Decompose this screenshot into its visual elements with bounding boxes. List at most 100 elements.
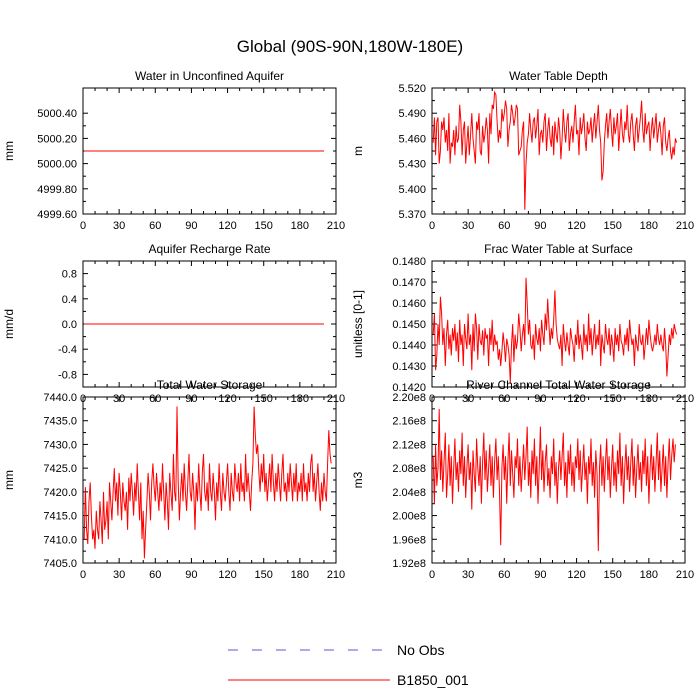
x-tick-label: 150 [604,220,622,232]
y-tick-label: 0.1470 [392,277,426,289]
x-tick-label: 120 [567,569,585,581]
plot-frame [431,260,686,388]
chart-title: Aquifer Recharge Rate [148,242,270,256]
chart-panel: Frac Water Table at Surface unitless [0-1… [351,242,694,405]
chart-panel: Water Table Depth m 0 30 60 90 120 150 180 210 5.3… [351,69,694,232]
x-tick-label: 60 [149,220,161,232]
y-axis-label: mm [2,141,16,161]
x-tick-label: 30 [113,220,125,232]
legend-obs-label: No Obs [397,642,444,658]
x-tick-label: 60 [498,220,510,232]
x-tick-label: 60 [149,569,161,581]
x-tick-label: 30 [462,569,474,581]
x-tick-label: 180 [640,569,658,581]
chart-title: Water in Unconfined Aquifer [135,69,284,83]
x-tick-label: 180 [291,569,309,581]
chart-panel: Water in Unconfined Aquifer mm 0 30 60 90 120 1… [2,69,345,232]
x-tick-label: 30 [462,220,474,232]
x-tick-label: 210 [327,569,345,581]
y-axis-label: unitless [0-1] [351,290,365,358]
y-tick-label: 7430.0 [43,439,77,451]
y-tick-label: 0.8 [62,269,77,281]
y-tick-label: 0.1480 [392,256,426,268]
y-tick-label: 2.00e8 [392,511,426,523]
x-tick-label: 90 [534,569,546,581]
x-tick-label: 60 [498,569,510,581]
y-tick-label: 0.0 [62,319,77,331]
figure-title: Global (90S-90N,180W-180E) [237,37,463,56]
y-tick-label: 0.1430 [392,361,426,373]
y-tick-label: 2.04e8 [392,487,426,499]
y-tick-label: 7415.0 [43,511,77,523]
y-tick-label: -0.8 [58,369,77,381]
x-tick-label: 210 [327,220,345,232]
chart-panel: River Channel Total Water Storage m3 0 30 60… [351,378,694,581]
chart-title: Water Table Depth [509,69,608,83]
y-tick-label: 1.96e8 [392,534,426,546]
x-tick-label: 90 [534,220,546,232]
legend-model-label: B1850_001 [397,672,469,688]
x-tick-label: 180 [640,220,658,232]
chart-panel: Total Water Storage mm 0 30 60 90 120 150 180 210… [2,378,345,581]
y-tick-label: 0.1450 [392,319,426,331]
chart-title: Frac Water Table at Surface [484,242,633,256]
y-tick-label: 2.16e8 [392,416,426,428]
y-tick-label: 2.12e8 [392,439,426,451]
y-tick-label: 7405.0 [43,558,77,570]
y-tick-label: -0.4 [58,344,77,356]
y-tick-label: 0.4 [62,294,77,306]
y-tick-label: 5.490 [398,108,426,120]
x-tick-label: 0 [80,569,86,581]
y-tick-label: 5000.20 [37,133,77,145]
series-line [83,406,332,559]
y-tick-label: 5000.40 [37,108,77,120]
x-tick-label: 90 [185,220,197,232]
x-tick-label: 210 [676,569,694,581]
x-tick-label: 0 [429,569,435,581]
x-tick-label: 0 [80,220,86,232]
y-tick-label: 7440.0 [43,392,77,404]
x-tick-label: 120 [567,220,585,232]
x-tick-label: 180 [291,220,309,232]
x-tick-label: 210 [676,220,694,232]
series-line [432,277,678,383]
y-tick-label: 7410.0 [43,534,77,546]
x-tick-label: 90 [185,569,197,581]
y-axis-label: mm/d [2,309,16,339]
y-tick-label: 0.1460 [392,298,426,310]
y-tick-label: 2.20e8 [392,392,426,404]
y-tick-label: 2.08e8 [392,463,426,475]
y-tick-label: 4999.60 [37,209,77,221]
y-tick-label: 5.400 [398,184,426,196]
y-tick-label: 4999.80 [37,184,77,196]
x-tick-label: 0 [429,220,435,232]
x-tick-label: 120 [218,569,236,581]
y-tick-label: 1.92e8 [392,558,426,570]
legend: No Obs B1850_001 [228,642,469,688]
chart-title: River Channel Total Water Storage [466,378,651,392]
y-tick-label: 0.1440 [392,340,426,352]
y-tick-label: 5000.00 [37,159,77,171]
y-axis-label: m [351,146,365,156]
y-tick-label: 7435.0 [43,416,77,428]
y-axis-label: m3 [351,471,365,488]
chart-title: Total Water Storage [157,378,263,392]
y-tick-label: 5.430 [398,159,426,171]
y-tick-label: 5.460 [398,133,426,145]
x-tick-label: 150 [604,569,622,581]
y-tick-label: 0.1420 [392,382,426,394]
x-tick-label: 150 [255,569,273,581]
panel-grid: Water in Unconfined Aquifer mm 0 30 60 90 120 1… [2,69,694,581]
x-tick-label: 30 [113,569,125,581]
series-line [432,408,676,552]
series-line [432,90,678,210]
y-tick-label: 7425.0 [43,463,77,475]
x-tick-label: 150 [255,220,273,232]
y-axis-label: mm [2,470,16,490]
y-tick-label: 5.520 [398,83,426,95]
y-tick-label: 5.370 [398,209,426,221]
x-tick-label: 120 [218,220,236,232]
y-tick-label: 7420.0 [43,487,77,499]
